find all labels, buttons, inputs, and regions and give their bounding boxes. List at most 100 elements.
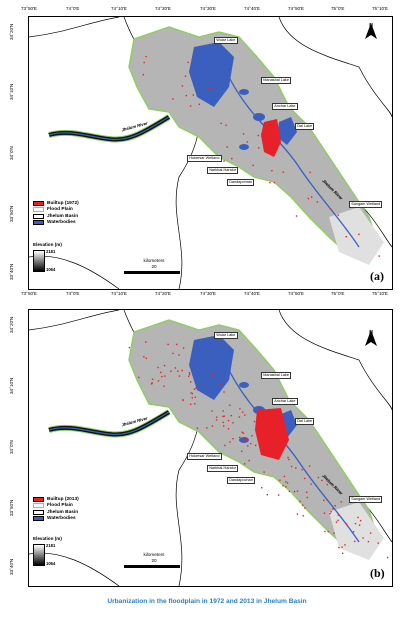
builtup-patch	[309, 171, 311, 174]
legend-item: Flood Plain	[47, 503, 73, 509]
builtup-patch	[191, 397, 193, 399]
builtup-patch	[330, 511, 332, 513]
builtup-patch	[268, 150, 271, 152]
lon-label: 74°0'E	[66, 291, 80, 296]
builtup-patch	[222, 410, 224, 412]
callout-wular-lake: Wular Lake	[214, 37, 238, 44]
builtup-patch	[338, 546, 340, 549]
builtup-patch	[272, 433, 275, 435]
lon-label: 74°10'E	[111, 291, 127, 296]
builtup-patch	[185, 94, 187, 97]
lat-label: 34°20'N	[9, 23, 14, 40]
legend-a: Builtup (1972) Flood Plain Jhelum Basin …	[33, 200, 79, 226]
builtup-patch	[223, 425, 225, 427]
lon-label: 75°10'E	[372, 6, 388, 11]
builtup-patch	[232, 422, 234, 424]
builtup-patch	[293, 490, 296, 493]
builtup-patch	[269, 181, 271, 184]
builtup-patch	[359, 519, 362, 522]
scale-bar	[124, 565, 180, 568]
builtup-patch	[345, 236, 347, 238]
builtup-patch	[357, 516, 359, 519]
builtup-patch	[215, 419, 218, 421]
builtup-patch	[222, 421, 224, 424]
builtup-patch	[202, 383, 205, 386]
legend-item: Waterbodies	[47, 220, 76, 226]
builtup-patch	[229, 404, 231, 406]
builtup-patch	[258, 147, 260, 149]
builtup-patch	[302, 504, 304, 506]
builtup-patch	[345, 523, 348, 525]
builtup-patch	[352, 531, 355, 533]
north-arrow: N	[364, 330, 378, 346]
builtup-patch	[307, 197, 310, 200]
builtup-patch	[303, 477, 306, 480]
builtup-patch	[216, 416, 218, 418]
builtup-patch	[321, 479, 323, 482]
legend-item: Builtup (1972)	[47, 200, 79, 206]
builtup-patch	[160, 371, 162, 374]
builtup-patch	[254, 444, 257, 447]
lon-label: 73°50'E	[21, 6, 37, 11]
lat-label: 33°40'N	[9, 558, 14, 575]
basin-swatch	[33, 509, 44, 515]
builtup-patch	[211, 373, 213, 376]
builtup-patch	[354, 522, 357, 525]
callout-dal-lake: Dal Lake	[295, 123, 315, 130]
lon-label: 74°40'E	[244, 6, 260, 11]
lon-label: 74°50'E	[288, 6, 304, 11]
callout-dal-lake: Dal Lake	[295, 418, 315, 425]
lon-label: 75°10'E	[372, 291, 388, 296]
builtup-patch	[164, 375, 166, 377]
builtup-patch	[241, 450, 243, 452]
builtup-patch	[306, 496, 308, 499]
builtup-patch	[302, 515, 304, 517]
builtup-patch	[188, 372, 191, 374]
builtup-patch	[145, 341, 147, 343]
builtup-patch	[193, 388, 196, 390]
callout-sangam-wetland: Sangam Wetland	[349, 496, 383, 503]
builtup-patch	[220, 122, 222, 125]
builtup-patch	[354, 540, 356, 543]
lon-label: 74°30'E	[200, 291, 216, 296]
builtup-patch	[178, 375, 181, 377]
legend-item: Flood Plain	[47, 207, 73, 213]
builtup-patch	[223, 160, 225, 162]
builtup-patch	[323, 512, 326, 514]
north-arrow: N	[364, 23, 378, 39]
builtup-patch	[317, 476, 320, 479]
builtup-dots-a	[142, 55, 380, 257]
builtup-patch	[271, 170, 273, 172]
builtup-patch	[194, 396, 196, 398]
builtup-patch	[152, 378, 154, 380]
callout-hokersar-wetland: Hokersar Wetland	[187, 453, 222, 460]
lon-label: 73°50'E	[21, 291, 37, 296]
builtup-patch	[311, 196, 313, 198]
panel-label-a: (a)	[370, 269, 384, 283]
builtup-patch	[282, 485, 284, 487]
elevation-title: Elevation (m)	[33, 536, 62, 541]
builtup-patch	[252, 164, 254, 167]
builtup-patch	[369, 532, 372, 534]
builtup-patch	[337, 519, 339, 522]
lat-label: 33°40'N	[9, 263, 14, 280]
builtup-patch	[326, 483, 328, 486]
builtup-patch	[184, 75, 187, 77]
builtup-patch	[251, 435, 253, 437]
builtup-patch	[263, 439, 266, 441]
legend-item: Waterbodies	[47, 516, 76, 522]
builtup-patch	[245, 437, 248, 439]
legend-item: Jhelum Basin	[47, 213, 79, 219]
builtup-patch	[223, 391, 225, 393]
builtup-patch	[212, 87, 214, 89]
map-panel-a: Wular Lake Manasbal Lake Anchar Lake Dal…	[28, 16, 393, 290]
lon-label: 74°20'E	[155, 291, 171, 296]
builtup-patch	[226, 146, 228, 148]
builtup-patch	[288, 458, 290, 461]
builtup-patch	[239, 436, 241, 439]
builtup-patch	[329, 512, 331, 515]
lon-label: 74°50'E	[288, 291, 304, 296]
elevation-low: 1064	[46, 561, 56, 566]
builtup-patch	[308, 465, 311, 467]
builtup-patch	[195, 387, 197, 389]
